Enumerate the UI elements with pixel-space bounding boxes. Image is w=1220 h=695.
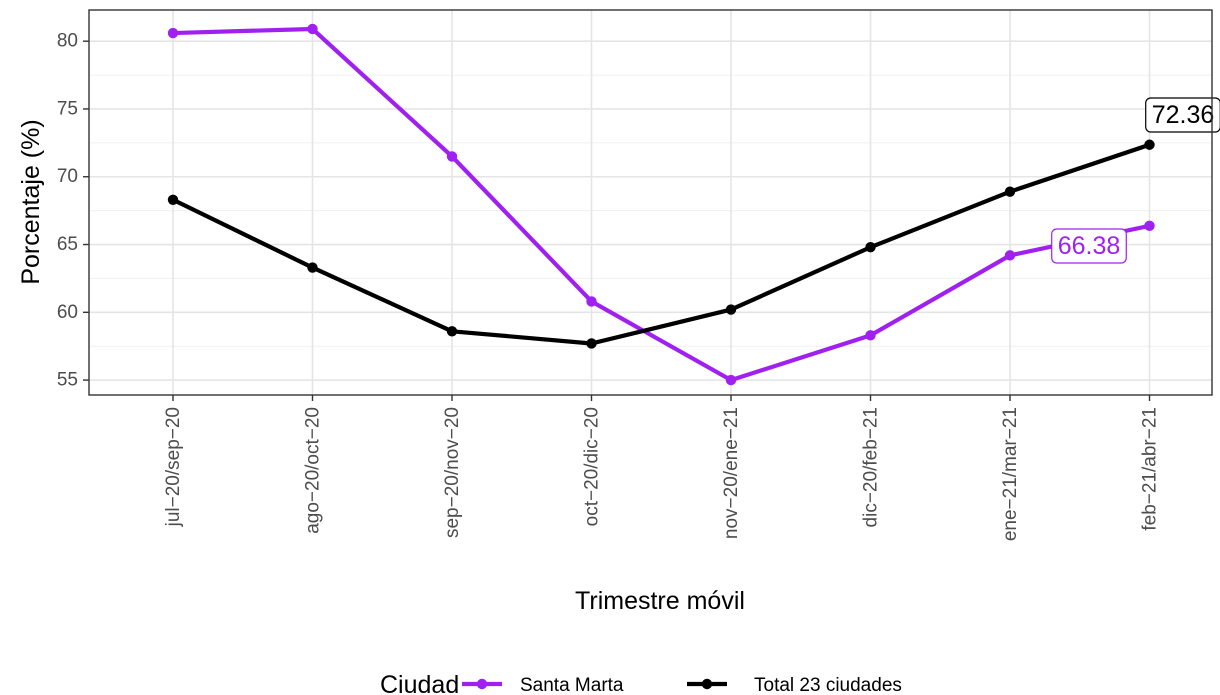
data-point: [1144, 220, 1155, 232]
data-point: [586, 338, 597, 349]
x-axis-title: Trimestre móvil: [575, 587, 745, 615]
data-point: [307, 262, 318, 273]
data-point: [725, 304, 737, 315]
end-label-box: [1145, 97, 1220, 133]
legend-key-point: [701, 678, 713, 690]
legend-label: Total 23 ciudades: [754, 675, 902, 695]
legend-key-point: [476, 678, 488, 690]
y-tick-label: 75: [57, 98, 78, 119]
data-point: [1004, 250, 1016, 261]
data-point: [307, 23, 318, 35]
end-label-box: [1051, 228, 1127, 264]
x-tick-label: oct−20/dic−20: [582, 407, 603, 526]
data-point: [1144, 139, 1155, 150]
x-tick-label: dic−20/feb−21: [861, 407, 882, 527]
y-tick-label: 60: [57, 302, 78, 323]
end-label: 66.38: [1051, 228, 1127, 264]
y-tick-label: 70: [57, 166, 78, 187]
end-label: 72.36: [1145, 97, 1220, 133]
legend-label: Santa Marta: [520, 675, 624, 695]
data-point: [167, 27, 179, 39]
data-labels: 66.38 72.36: [1051, 97, 1220, 264]
y-tick-label: 55: [57, 370, 78, 391]
x-tick-label: ene−21/mar−21: [1000, 407, 1021, 541]
end-label-text: 72.36: [1152, 101, 1215, 129]
legend-title: Ciudad: [380, 671, 459, 695]
data-point: [586, 296, 597, 307]
axes: 55 60 65 70 75 80 jul−20/sep−20 ago−20/oct−20 se…: [57, 31, 1161, 541]
data-point: [865, 242, 876, 253]
panel-border: [88, 9, 1213, 396]
y-axis-title: Porcentaje (%): [17, 119, 45, 284]
grid: [89, 10, 1212, 395]
x-tick-label: jul−20/sep−20: [163, 407, 184, 527]
end-label-text: 66.38: [1058, 232, 1121, 260]
x-tick-label: ago−20/oct−20: [303, 407, 324, 534]
x-tick-label: feb−21/abr−21: [1140, 407, 1161, 531]
data-point: [446, 326, 458, 337]
data-point: [725, 374, 737, 386]
x-tick-label: sep−20/nov−20: [442, 407, 463, 538]
series-layer: [167, 23, 1155, 386]
data-point: [865, 330, 876, 341]
y-tick-label: 65: [57, 234, 78, 255]
series-line: [172, 26, 1150, 383]
y-tick-label: 80: [57, 31, 78, 52]
series-line: [172, 142, 1151, 346]
data-point: [1004, 186, 1016, 197]
x-tick-label: nov−20/ene−21: [721, 407, 742, 539]
data-point: [167, 194, 179, 205]
data-point: [446, 151, 458, 162]
legend: Ciudad Santa Marta Total 23 ciudades: [380, 671, 902, 695]
